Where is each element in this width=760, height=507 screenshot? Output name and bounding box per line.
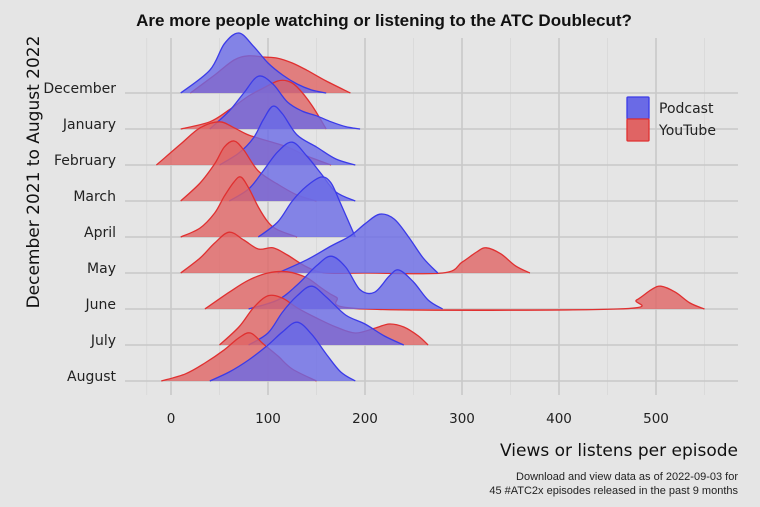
x-tick-label: 300 [449, 411, 475, 427]
legend-label-youtube: YouTube [658, 123, 716, 139]
ridge-outline-podcast-february [219, 105, 356, 166]
ridge-outline-podcast-may [277, 213, 439, 274]
ridge-podcast-may [277, 214, 438, 273]
chart-title: Are more people watching or listening to… [136, 11, 632, 30]
ridge-youtube-march [180, 140, 317, 201]
category-label-april: April [84, 225, 116, 241]
caption-line-2: 45 #ATC2x episodes released in the past … [489, 485, 738, 497]
ridges [155, 32, 705, 382]
legend-swatch-youtube [626, 118, 650, 142]
x-tick-label: 100 [255, 411, 281, 427]
category-label-march: March [73, 189, 116, 205]
x-tick-label: 500 [643, 411, 669, 427]
ridge-outline-youtube-april [180, 176, 298, 238]
ridge-outline-podcast-january [209, 75, 361, 130]
y-axis-categories: December January February March April May June… [43, 81, 116, 385]
category-label-january: January [62, 117, 116, 133]
category-label-february: February [54, 153, 116, 169]
caption-line-1: Download and view data as of 2022-09-03 … [516, 471, 738, 483]
category-label-june: June [85, 297, 117, 313]
x-axis-label: Views or listens per episode [500, 441, 738, 461]
ridge-podcast-august [209, 322, 356, 381]
category-label-may: May [87, 261, 116, 277]
x-tick-label: 0 [167, 411, 176, 427]
category-label-december: December [43, 81, 116, 97]
category-label-july: July [90, 333, 116, 349]
ridge-youtube-april [180, 176, 298, 237]
y-axis-label: December 2021 to August 2022 [24, 36, 44, 309]
ridge-outline-podcast-december [180, 32, 327, 94]
x-tick-label: 400 [546, 411, 572, 427]
ridge-youtube-may [180, 232, 530, 274]
category-label-august: August [67, 369, 117, 385]
ridge-podcast-december [180, 32, 327, 93]
legend: Podcast YouTube [626, 96, 716, 142]
x-axis-ticks: 0 100 200 300 400 500 [167, 411, 669, 427]
legend-swatch-podcast [626, 96, 650, 120]
ridge-outline-podcast-august [209, 321, 356, 382]
ridge-outline-podcast-april [257, 176, 356, 238]
x-tick-label: 200 [352, 411, 378, 427]
ridge-podcast-april [258, 176, 356, 237]
ridge-outline-podcast-june [248, 255, 443, 310]
ridge-outline-podcast-july [248, 285, 405, 346]
legend-label-podcast: Podcast [659, 101, 714, 117]
